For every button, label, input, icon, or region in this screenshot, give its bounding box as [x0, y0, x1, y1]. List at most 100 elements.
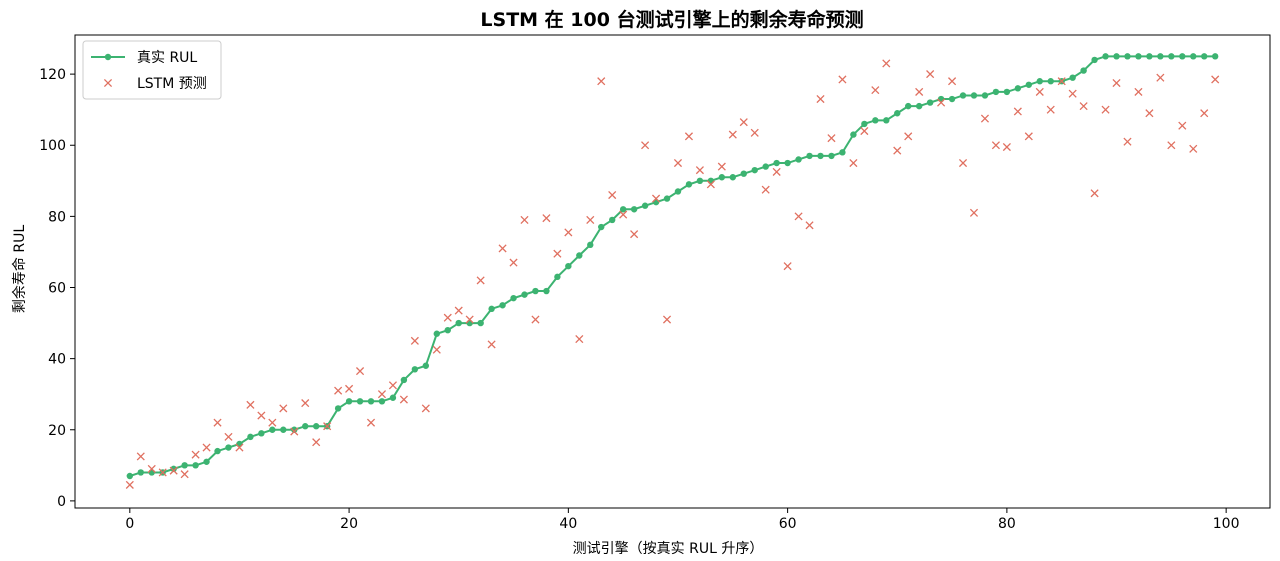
lstm-prediction-point	[345, 384, 354, 393]
lstm-prediction-point	[191, 450, 200, 459]
true-rul-point	[795, 156, 802, 163]
true-rul-point	[411, 366, 419, 373]
lstm-prediction-point	[860, 126, 869, 136]
true-rul-point	[400, 376, 408, 384]
lstm-prediction-point	[388, 381, 397, 390]
axes: 0 20 40 60 80 100 0 20 40 60 80 100 120	[39, 34, 1271, 532]
true-rul-point	[751, 166, 758, 174]
lstm-prediction-point	[608, 190, 617, 200]
true-rul-point	[1113, 53, 1120, 60]
true-rul-point	[247, 433, 254, 441]
true-rul-point	[367, 398, 375, 405]
lstm-prediction-point	[421, 404, 430, 413]
lstm-prediction-point	[476, 276, 485, 285]
true-rul-point	[126, 472, 134, 480]
true-rul-point	[291, 426, 298, 433]
true-rul-point	[784, 159, 791, 167]
true-rul-point	[1201, 53, 1208, 60]
chart-title: LSTM 在 100 台测试引擎上的剩余寿命预测	[480, 8, 863, 31]
lstm-prediction-point	[662, 315, 672, 324]
true-rul-point	[926, 99, 934, 106]
true-rul-point	[1211, 53, 1219, 60]
lstm-prediction-point	[1112, 78, 1121, 88]
lstm-prediction-point	[926, 70, 935, 79]
true-rul-point	[334, 405, 342, 412]
true-rul-point	[444, 326, 451, 334]
true-rul-point	[1025, 81, 1033, 88]
true-rul-point	[937, 95, 945, 103]
true-rul-point	[992, 88, 1000, 96]
true-rul-point	[663, 195, 671, 202]
lstm-prediction-point	[312, 438, 321, 447]
true-rul-point	[389, 394, 397, 401]
lstm-prediction-point	[443, 313, 452, 322]
lstm-prediction-point	[969, 208, 979, 217]
true-rul-point	[773, 159, 780, 167]
true-rul-point	[839, 149, 846, 156]
x-axis-label: 测试引擎（按真实 RUL 升序）	[573, 541, 764, 557]
lstm-prediction-point	[651, 194, 661, 203]
lstm-prediction-point	[684, 132, 694, 141]
lstm-prediction-point	[553, 249, 562, 258]
y-axis-label: 剩余寿命 RUL	[11, 225, 28, 313]
lstm-prediction-point	[695, 166, 704, 175]
true-rul-point	[948, 95, 956, 103]
y-tick-label: 60	[48, 281, 66, 297]
lstm-prediction-point	[158, 468, 167, 477]
lstm-prediction-point	[991, 141, 1000, 150]
true-rul-point	[817, 152, 824, 160]
true-rul-point	[170, 465, 177, 473]
y-tick-label: 40	[48, 352, 66, 368]
lstm-prediction-point	[838, 75, 847, 84]
lstm-prediction-point	[432, 345, 441, 354]
true-rul-point	[652, 198, 660, 206]
true-rul-point	[641, 202, 649, 209]
x-tick-label: 20	[340, 516, 358, 532]
lstm-prediction-point	[1068, 89, 1077, 98]
true-rul-point	[422, 362, 430, 369]
true-rul-point	[466, 319, 473, 327]
true-rul-point	[312, 423, 320, 430]
lstm-prediction-point	[958, 158, 968, 168]
lstm-prediction-point	[597, 77, 606, 86]
true-rul-point	[806, 152, 813, 160]
lstm-prediction-point	[334, 386, 343, 395]
lstm-prediction-point	[805, 221, 814, 230]
lstm-prediction-point	[794, 212, 803, 221]
true-rul-point	[1047, 78, 1054, 85]
true-rul-point	[915, 102, 923, 110]
lstm-prediction-point	[542, 214, 551, 223]
lstm-prediction-point	[630, 230, 639, 239]
true-rul-point	[598, 223, 605, 231]
true-rul-point	[707, 177, 715, 185]
true-rul-point	[148, 469, 155, 476]
lstm-prediction-point	[761, 185, 770, 194]
true-rul-point	[510, 294, 517, 302]
true-rul-point	[181, 462, 188, 469]
true-rul-point	[192, 462, 199, 469]
true-rul-point	[345, 398, 353, 405]
true-rul-point	[740, 170, 747, 177]
true-rul-point	[1080, 67, 1087, 74]
true-rul-point	[685, 181, 693, 188]
lstm-prediction-point	[399, 395, 408, 404]
y-tick-label: 0	[57, 494, 66, 510]
x-tick-label: 80	[998, 516, 1016, 532]
lstm-prediction-point	[279, 404, 288, 413]
lstm-prediction-point	[1035, 87, 1044, 96]
lstm-prediction-point	[520, 215, 529, 224]
true-rul-point	[203, 458, 210, 465]
lstm-prediction-point	[147, 464, 156, 473]
lstm-prediction-point	[893, 146, 902, 155]
true-rul-point	[576, 252, 583, 259]
true-rul-point	[1036, 78, 1043, 85]
lstm-prediction-point	[509, 258, 518, 267]
true-rul-point	[762, 163, 769, 170]
lstm-prediction-point	[136, 452, 145, 461]
lstm-prediction-point	[1200, 109, 1209, 118]
lstm-prediction-point	[1211, 75, 1220, 84]
lstm-prediction-point	[1002, 142, 1011, 152]
true-rul-line	[129, 55, 1216, 477]
lstm-prediction-point	[882, 59, 891, 68]
